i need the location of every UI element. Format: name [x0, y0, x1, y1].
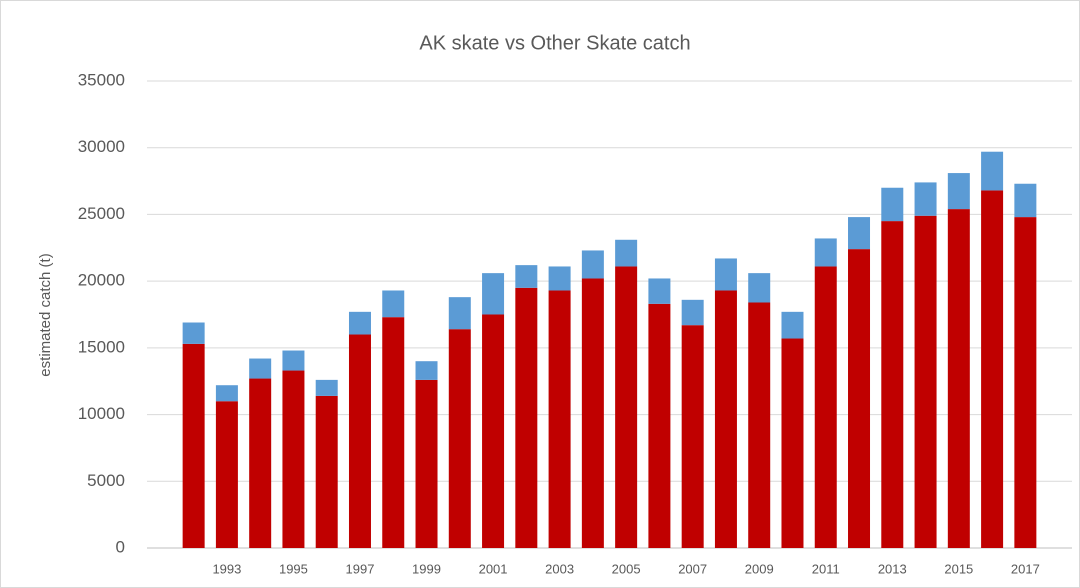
bar-segment [648, 303, 671, 548]
bar-segment [848, 217, 871, 250]
bar-segment [914, 215, 937, 548]
bar-segment [581, 250, 604, 279]
bar-segment [615, 266, 638, 548]
bar-segment [215, 385, 238, 402]
bar-segment [315, 379, 338, 396]
bar-segment [515, 265, 538, 288]
bar-segment [581, 278, 604, 548]
x-tick-label: 2013 [878, 561, 907, 576]
x-tick-label: 2007 [678, 561, 707, 576]
bar-segment [1014, 217, 1037, 548]
bar-segment [881, 187, 904, 222]
bar-segment [748, 302, 771, 548]
x-tick-label: 2003 [545, 561, 574, 576]
bar-segment [282, 350, 305, 371]
y-tick-label: 30000 [78, 137, 125, 156]
y-tick-label: 35000 [78, 70, 125, 89]
y-tick-label: 20000 [78, 271, 125, 290]
x-tick-label: 2005 [612, 561, 641, 576]
bar-segment [415, 361, 438, 380]
bar-segment [448, 297, 471, 330]
bar-segment [615, 239, 638, 267]
bar-segment [981, 190, 1004, 548]
x-tick-label: 1993 [212, 561, 241, 576]
bar-segment [648, 278, 671, 304]
x-tick-label: 1997 [346, 561, 375, 576]
bar-segment [482, 273, 505, 315]
bar-segment [415, 379, 438, 548]
x-tick-label: 2015 [944, 561, 973, 576]
bar-segment [947, 209, 970, 548]
bar-segment [282, 370, 305, 548]
bar-segment [781, 338, 804, 548]
y-tick-label: 0 [116, 537, 125, 556]
y-tick-label: 10000 [78, 404, 125, 423]
bar-segment [814, 238, 837, 267]
bar-segment [548, 290, 571, 548]
bar-segment [348, 334, 371, 548]
bar-segment [548, 266, 571, 291]
bar-segment [748, 273, 771, 303]
bar-segment [1014, 183, 1037, 218]
bar-segment [382, 317, 405, 548]
y-tick-label: 5000 [87, 471, 125, 490]
bar-segment [249, 378, 272, 548]
bar-segment [681, 325, 704, 548]
bar-segment [182, 343, 205, 548]
y-tick-label: 15000 [78, 337, 125, 356]
y-axis-label: estimated catch (t) [37, 253, 54, 376]
bar-segment [515, 287, 538, 548]
bar-segment [681, 299, 704, 326]
y-tick-label: 25000 [78, 204, 125, 223]
x-tick-label: 2001 [479, 561, 508, 576]
bar-segment [215, 401, 238, 548]
bar-segment [848, 249, 871, 548]
bar-segment [249, 358, 272, 379]
x-tick-label: 2011 [812, 561, 840, 576]
bar-segment [315, 395, 338, 548]
bar-segment [981, 151, 1004, 191]
bar-segment [881, 221, 904, 548]
x-tick-label: 2017 [1011, 561, 1040, 576]
bar-segment [914, 182, 937, 216]
bar-segment [947, 173, 970, 210]
bar-segment [814, 266, 837, 548]
bar-segment [448, 329, 471, 548]
bar-segment [714, 290, 737, 548]
x-tick-label: 1995 [279, 561, 308, 576]
x-tick-label: 1999 [412, 561, 441, 576]
bar-segment [348, 311, 371, 335]
bar-segment [382, 290, 405, 318]
bar-segment [781, 311, 804, 339]
bar-segment [482, 314, 505, 548]
chart-title: AK skate vs Other Skate catch [419, 32, 690, 54]
bar-segment [714, 258, 737, 291]
bar-segment [182, 322, 205, 344]
x-tick-label: 2009 [745, 561, 774, 576]
